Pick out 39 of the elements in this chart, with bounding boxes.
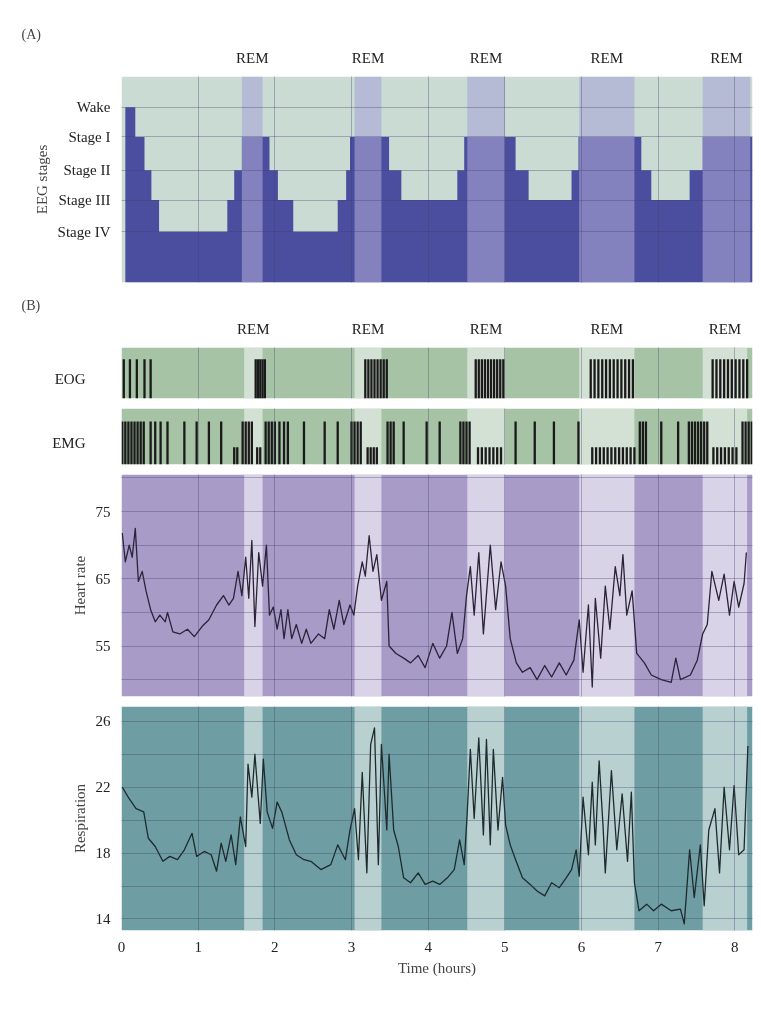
band-label: REM <box>237 320 270 337</box>
y-tick-label: 65 <box>95 570 111 587</box>
x-tick-label: 4 <box>424 938 433 955</box>
text: (B) <box>21 297 41 314</box>
band-label: REM <box>708 320 742 337</box>
band-label: REM <box>710 49 743 66</box>
y-tick-label: 18 <box>95 845 111 862</box>
band-label: REM <box>351 49 385 66</box>
text: Stage II <box>63 162 111 179</box>
y-tick-label: 22 <box>95 779 111 796</box>
x-tick-label: 5 <box>501 938 509 955</box>
band-label: REM <box>351 320 385 337</box>
y-axis-title: Respiration <box>71 783 88 854</box>
x-tick-label: 6 <box>577 938 586 955</box>
band-label: REM <box>469 320 503 337</box>
y-axis-title: EOG <box>54 370 86 387</box>
y-tick-label: 55 <box>95 638 111 655</box>
text: Stage IV <box>57 223 111 240</box>
y-tick-label: 75 <box>95 503 111 520</box>
y-axis-title: EEG stages <box>33 144 50 215</box>
y-axis-title: Heart rate <box>71 555 88 616</box>
band-label: REM <box>590 320 624 337</box>
x-axis-title: Time (hours) <box>397 959 477 977</box>
x-tick-label: 1 <box>194 938 202 955</box>
band-label: REM <box>235 49 269 66</box>
text: Wake <box>76 99 111 116</box>
y-axis-title: EMG <box>52 434 86 451</box>
y-tick-label: 26 <box>95 713 111 730</box>
y-tick-label: 14 <box>95 910 111 927</box>
x-tick-label: 3 <box>347 938 356 955</box>
band-label: REM <box>469 49 503 66</box>
x-tick-label: 8 <box>731 938 739 955</box>
band-label: REM <box>590 49 624 66</box>
text: Stage I <box>68 128 111 145</box>
text: Stage III <box>58 192 111 209</box>
x-tick-label: 7 <box>654 938 663 955</box>
text: (A) <box>21 26 42 43</box>
x-tick-label: 0 <box>117 938 126 955</box>
x-tick-label: 2 <box>271 938 279 955</box>
